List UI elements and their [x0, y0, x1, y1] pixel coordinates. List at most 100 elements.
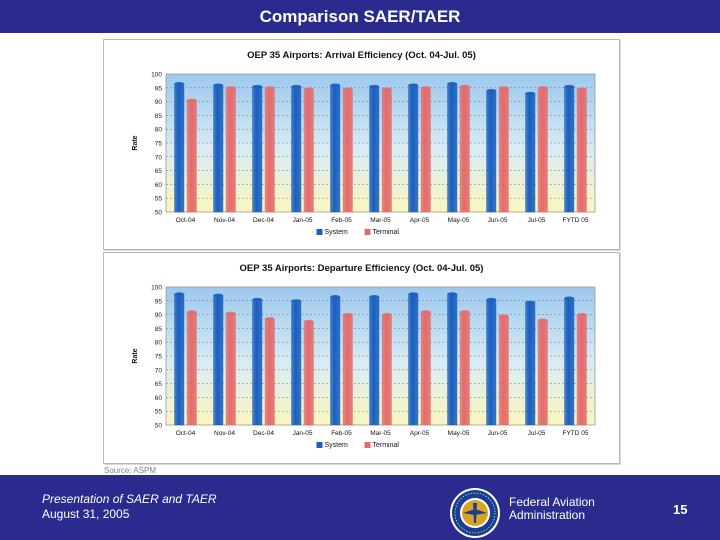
bar-cap-terminal-nov-04 — [226, 311, 236, 315]
bar-cap-terminal-fytd-05 — [577, 87, 587, 91]
x-tick-label: Oct-04 — [176, 217, 196, 224]
bar-cap-terminal-oct-04 — [187, 310, 197, 314]
x-tick-label: Feb-05 — [331, 217, 352, 224]
y-tick-label: 70 — [155, 367, 163, 374]
bar-system-oct-04 — [174, 83, 185, 213]
x-tick-label: Jul-05 — [528, 217, 546, 224]
bar-terminal-feb-05 — [342, 314, 353, 426]
x-tick-label: Jun-05 — [488, 430, 508, 437]
y-tick-label: 100 — [151, 72, 162, 79]
legend-swatch-system — [316, 442, 323, 448]
bar-terminal-fytd-05 — [576, 314, 587, 426]
bar-cap-terminal-dec-04 — [265, 86, 275, 90]
bar-terminal-may-05 — [459, 86, 470, 213]
bar-cap-system-jun-05 — [486, 297, 496, 302]
bar-system-dec-04 — [252, 299, 263, 426]
bar-terminal-nov-04 — [225, 313, 236, 426]
bar-cap-system-jan-05 — [291, 84, 301, 89]
x-tick-label: Dec-04 — [253, 217, 274, 224]
y-tick-label: 65 — [155, 168, 163, 175]
bar-cap-terminal-dec-04 — [265, 317, 275, 321]
bar-cap-terminal-feb-05 — [343, 87, 353, 91]
bar-terminal-jan-05 — [303, 88, 314, 213]
legend-label-system: System — [325, 442, 349, 449]
bar-system-dec-04 — [252, 86, 263, 213]
bar-terminal-jan-05 — [303, 321, 314, 426]
x-tick-label: Apr-05 — [410, 430, 430, 437]
departure-efficiency-chart: OEP 35 Airports: Departure Efficiency (O… — [103, 252, 620, 464]
y-tick-label: 90 — [155, 99, 163, 106]
y-axis-label: Rate — [132, 135, 139, 150]
slide-title: Comparison SAER/TAER — [0, 0, 720, 33]
y-tick-label: 55 — [155, 409, 163, 416]
bar-system-apr-05 — [408, 293, 419, 426]
bar-cap-terminal-jul-05 — [538, 86, 548, 90]
bar-system-jun-05 — [486, 90, 497, 213]
org-name-line2: Administration — [509, 508, 586, 522]
bar-cap-system-jul-05 — [525, 91, 535, 95]
bar-terminal-fytd-05 — [576, 88, 587, 213]
bar-cap-system-feb-05 — [330, 295, 340, 299]
bar-cap-terminal-oct-04 — [187, 98, 197, 102]
bar-cap-system-nov-04 — [213, 293, 223, 297]
bar-terminal-oct-04 — [186, 311, 197, 426]
bar-terminal-mar-05 — [381, 314, 392, 426]
bar-cap-system-apr-05 — [408, 292, 418, 296]
bar-cap-terminal-mar-05 — [382, 87, 392, 91]
x-tick-label: Mar-05 — [370, 430, 391, 437]
y-tick-label: 50 — [155, 423, 163, 430]
bar-cap-terminal-may-05 — [460, 84, 470, 89]
legend-label-system: System — [325, 229, 349, 236]
bar-system-nov-04 — [213, 295, 224, 426]
y-tick-label: 70 — [155, 154, 163, 161]
bar-cap-system-may-05 — [447, 292, 457, 296]
bar-cap-system-mar-05 — [369, 84, 379, 89]
bar-terminal-jul-05 — [537, 87, 548, 213]
footer-presentation-title: Presentation of SAER and TAER — [42, 492, 217, 506]
bar-terminal-may-05 — [459, 311, 470, 426]
x-tick-label: FYTD 05 — [562, 430, 588, 437]
y-tick-label: 60 — [155, 182, 163, 189]
legend-swatch-system — [316, 229, 323, 235]
bar-cap-terminal-jul-05 — [538, 318, 548, 322]
bar-system-jul-05 — [525, 301, 536, 426]
x-tick-label: Dec-04 — [253, 430, 274, 437]
bar-cap-terminal-jun-05 — [499, 314, 509, 318]
x-tick-label: Nov-04 — [214, 430, 235, 437]
y-tick-label: 95 — [155, 298, 163, 305]
y-tick-label: 80 — [155, 127, 163, 134]
bar-cap-system-dec-04 — [252, 297, 262, 302]
bar-cap-terminal-apr-05 — [421, 86, 431, 90]
bar-terminal-apr-05 — [420, 311, 431, 426]
x-tick-label: Jan-05 — [293, 430, 313, 437]
x-tick-label: May-05 — [448, 430, 470, 437]
y-tick-label: 50 — [155, 210, 163, 217]
bar-system-feb-05 — [330, 84, 341, 213]
bar-system-mar-05 — [369, 296, 380, 426]
bar-cap-system-apr-05 — [408, 83, 418, 87]
legend-label-terminal: Terminal — [373, 229, 400, 236]
bar-cap-terminal-nov-04 — [226, 86, 236, 90]
org-name-line1: Federal Aviation — [509, 495, 595, 509]
bar-cap-system-fytd-05 — [564, 296, 574, 300]
bar-cap-terminal-jun-05 — [499, 86, 509, 90]
x-tick-label: Jun-05 — [488, 217, 508, 224]
bar-cap-system-oct-04 — [174, 82, 184, 86]
bar-system-nov-04 — [213, 84, 224, 213]
bar-cap-system-feb-05 — [330, 83, 340, 87]
page-number: 15 — [673, 502, 688, 517]
x-tick-label: Jan-05 — [293, 217, 313, 224]
bar-cap-terminal-mar-05 — [382, 313, 392, 317]
y-tick-label: 55 — [155, 196, 163, 203]
bar-cap-terminal-fytd-05 — [577, 313, 587, 317]
bar-system-fytd-05 — [564, 297, 575, 426]
x-tick-label: Feb-05 — [331, 430, 352, 437]
y-tick-label: 65 — [155, 381, 163, 388]
legend-label-terminal: Terminal — [373, 442, 400, 449]
bar-system-jun-05 — [486, 299, 497, 426]
bar-terminal-jul-05 — [537, 319, 548, 426]
bar-cap-terminal-jan-05 — [304, 87, 314, 91]
legend-swatch-terminal — [364, 442, 371, 448]
bar-cap-system-fytd-05 — [564, 84, 574, 89]
bar-cap-system-jan-05 — [291, 299, 301, 303]
